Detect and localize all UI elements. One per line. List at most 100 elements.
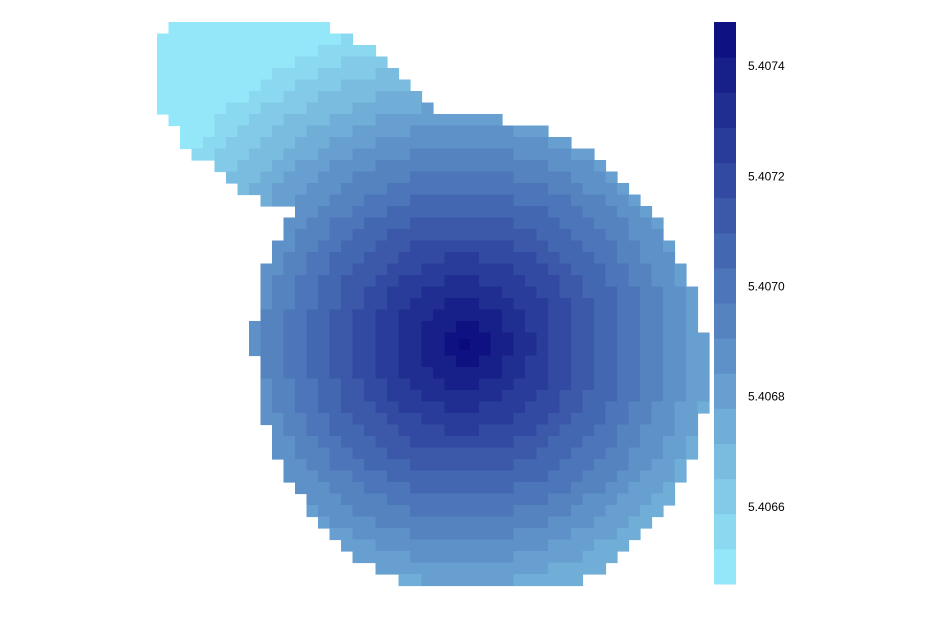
- raster-cell: [214, 45, 227, 58]
- raster-cell: [272, 56, 285, 69]
- raster-cell: [329, 424, 342, 437]
- raster-cell: [617, 539, 630, 552]
- raster-cell: [513, 493, 526, 506]
- raster-cell: [272, 125, 285, 138]
- raster-cell: [387, 551, 400, 564]
- raster-cell: [525, 194, 538, 207]
- raster-cell: [548, 137, 561, 150]
- raster-cell: [594, 413, 607, 426]
- raster-cell: [295, 240, 308, 253]
- raster-cell: [571, 367, 584, 380]
- raster-cell: [525, 413, 538, 426]
- raster-cell: [329, 413, 342, 426]
- raster-cell: [203, 125, 216, 138]
- raster-cell: [375, 321, 388, 334]
- raster-cell: [513, 275, 526, 288]
- raster-cell: [502, 344, 515, 357]
- raster-cell: [295, 217, 308, 230]
- raster-cell: [306, 355, 319, 368]
- raster-cell: [191, 56, 204, 69]
- raster-cell: [375, 401, 388, 414]
- colorbar-tick-label: 5.4070: [748, 280, 785, 294]
- raster-cell: [479, 367, 492, 380]
- raster-cell: [605, 493, 618, 506]
- raster-cell: [651, 413, 664, 426]
- raster-cell: [410, 148, 423, 161]
- raster-cell: [260, 194, 273, 207]
- raster-cell: [260, 91, 273, 104]
- raster-cell: [410, 470, 423, 483]
- colorbar-bin: [714, 513, 736, 550]
- raster-cell: [318, 447, 331, 460]
- raster-cell: [387, 516, 400, 529]
- raster-cell: [352, 275, 365, 288]
- raster-cell: [375, 562, 388, 575]
- raster-cell: [295, 390, 308, 403]
- raster-cell: [318, 217, 331, 230]
- raster-cell: [548, 447, 561, 460]
- raster-cell: [352, 240, 365, 253]
- raster-cell: [433, 298, 446, 311]
- raster-cell: [421, 286, 434, 299]
- raster-cell: [548, 252, 561, 265]
- raster-cell: [318, 493, 331, 506]
- raster-cell: [617, 332, 630, 345]
- raster-cell: [605, 194, 618, 207]
- raster-cell: [249, 125, 262, 138]
- raster-cell: [341, 528, 354, 541]
- colorbar-tick-label: 5.4074: [748, 59, 785, 73]
- raster-cell: [536, 160, 549, 173]
- raster-cell: [479, 148, 492, 161]
- raster-cell: [341, 321, 354, 334]
- raster-cell: [479, 206, 492, 219]
- raster-cell: [571, 459, 584, 472]
- raster-cell: [559, 482, 572, 495]
- raster-cell: [329, 505, 342, 518]
- raster-cell: [226, 102, 239, 115]
- raster-cell: [605, 206, 618, 219]
- raster-cell: [398, 160, 411, 173]
- raster-cell: [674, 263, 687, 276]
- raster-cell: [421, 229, 434, 242]
- raster-cell: [582, 263, 595, 276]
- raster-cell: [456, 424, 469, 437]
- raster-cell: [272, 68, 285, 81]
- raster-cell: [548, 298, 561, 311]
- raster-cell: [341, 160, 354, 173]
- raster-cell: [513, 551, 526, 564]
- raster-cell: [387, 539, 400, 552]
- raster-cell: [686, 355, 699, 368]
- colorbar-bin: [714, 303, 736, 339]
- raster-cell: [364, 79, 377, 92]
- raster-cell: [479, 447, 492, 460]
- raster-cell: [548, 482, 561, 495]
- raster-cell: [375, 137, 388, 150]
- raster-cell: [582, 298, 595, 311]
- colorbar: [714, 22, 736, 585]
- raster-cell: [697, 401, 710, 414]
- raster-cell: [410, 240, 423, 253]
- raster-cell: [249, 321, 262, 334]
- raster-cell: [651, 298, 664, 311]
- raster-cell: [306, 378, 319, 391]
- raster-cell: [536, 493, 549, 506]
- raster-cell: [536, 574, 549, 587]
- raster-cell: [571, 183, 584, 196]
- raster-cell: [651, 436, 664, 449]
- raster-cell: [421, 194, 434, 207]
- raster-cell: [283, 137, 296, 150]
- raster-cell: [272, 298, 285, 311]
- raster-cell: [364, 436, 377, 449]
- raster-cell: [651, 344, 664, 357]
- raster-cell: [479, 401, 492, 414]
- raster-cell: [628, 367, 641, 380]
- raster-cell: [318, 401, 331, 414]
- raster-cell: [548, 459, 561, 472]
- raster-cell: [375, 183, 388, 196]
- raster-cell: [444, 148, 457, 161]
- raster-cell: [640, 390, 653, 403]
- raster-cell: [502, 194, 515, 207]
- raster-cell: [536, 171, 549, 184]
- raster-cell: [364, 229, 377, 242]
- raster-cell: [306, 206, 319, 219]
